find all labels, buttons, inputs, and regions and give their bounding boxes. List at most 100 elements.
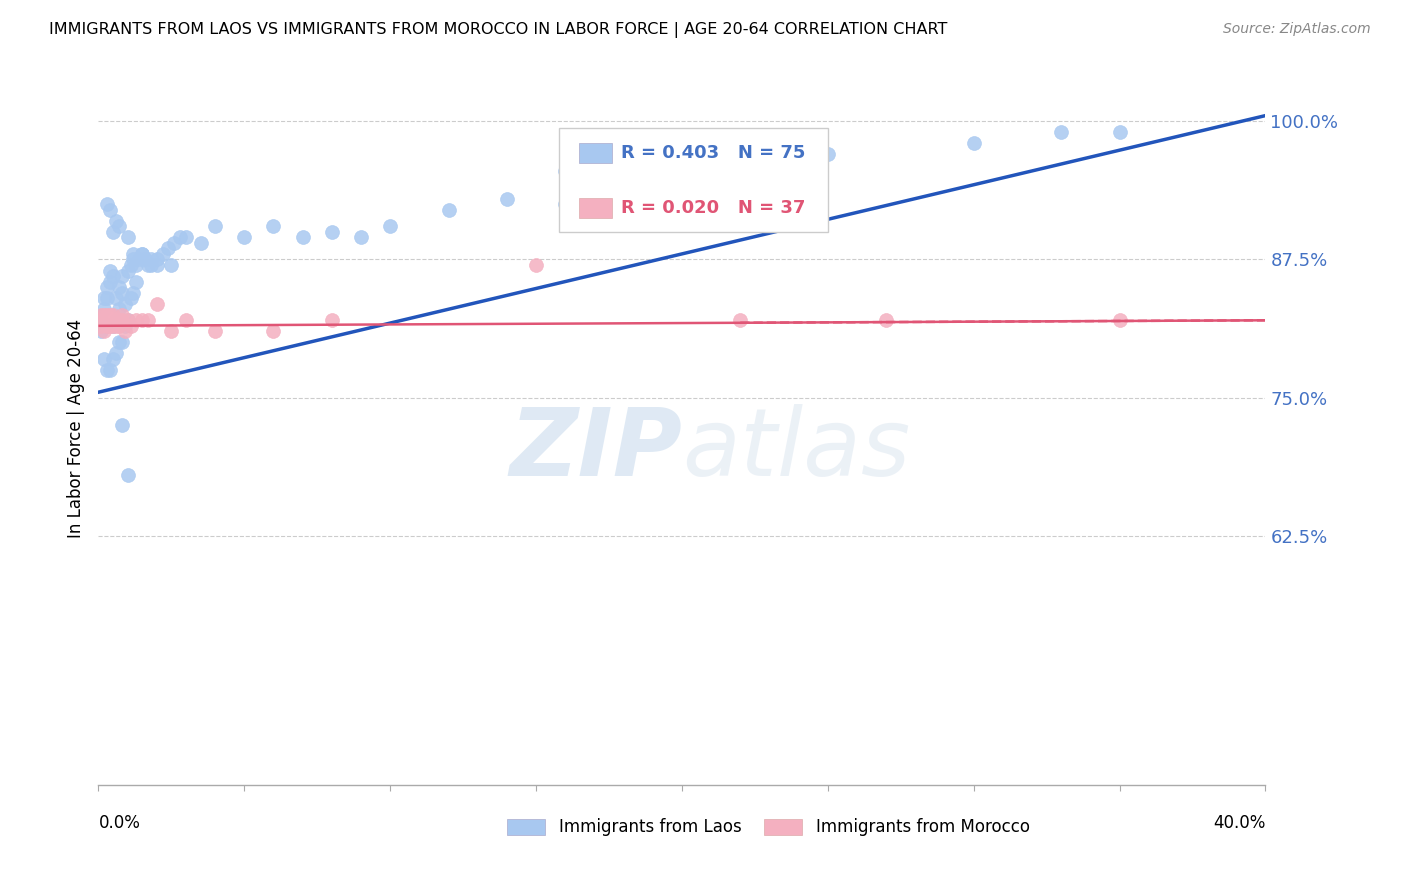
Point	[875, 313, 897, 327]
Point	[98, 318, 121, 333]
Point	[146, 252, 169, 267]
Point	[90, 308, 112, 322]
Point	[122, 285, 145, 300]
Point	[1108, 125, 1130, 139]
Point	[111, 285, 134, 300]
Point	[321, 313, 343, 327]
Point	[160, 258, 183, 272]
Point	[350, 230, 373, 244]
Bar	[579, 198, 612, 218]
Text: Immigrants from Morocco: Immigrants from Morocco	[815, 818, 1031, 836]
Point	[134, 252, 156, 267]
Point	[120, 291, 142, 305]
Point	[117, 230, 139, 244]
Point	[111, 308, 134, 322]
Point	[98, 202, 121, 217]
Point	[104, 291, 127, 305]
Point	[122, 247, 145, 261]
Text: Immigrants from Laos: Immigrants from Laos	[560, 818, 742, 836]
Point	[125, 275, 148, 289]
Point	[108, 318, 131, 333]
Point	[524, 258, 547, 272]
Point	[1108, 313, 1130, 327]
Point	[104, 213, 127, 227]
Point	[380, 219, 402, 234]
Bar	[763, 819, 801, 835]
Point	[190, 235, 212, 250]
Point	[730, 313, 752, 327]
Point	[93, 291, 115, 305]
Point	[108, 302, 131, 317]
Point	[174, 230, 197, 244]
Bar	[508, 819, 546, 835]
Point	[90, 313, 112, 327]
Point	[93, 351, 115, 366]
Point	[98, 308, 121, 322]
Point	[117, 468, 139, 483]
Point	[125, 313, 148, 327]
Point	[169, 230, 191, 244]
Point	[291, 230, 314, 244]
Point	[98, 363, 121, 377]
Point	[90, 324, 112, 338]
Point	[93, 313, 115, 327]
Point	[128, 252, 150, 267]
Point	[101, 318, 124, 333]
Point	[90, 318, 112, 333]
FancyBboxPatch shape	[560, 128, 828, 232]
Point	[114, 296, 136, 310]
Point	[136, 258, 159, 272]
Text: IMMIGRANTS FROM LAOS VS IMMIGRANTS FROM MOROCCO IN LABOR FORCE | AGE 20-64 CORRE: IMMIGRANTS FROM LAOS VS IMMIGRANTS FROM …	[49, 22, 948, 38]
Point	[96, 291, 118, 305]
Point	[152, 247, 174, 261]
Point	[117, 313, 139, 327]
Point	[98, 313, 121, 327]
Point	[111, 418, 134, 433]
Point	[496, 192, 519, 206]
Point	[108, 219, 131, 234]
Point	[114, 324, 136, 338]
Point	[125, 258, 148, 272]
Point	[101, 318, 124, 333]
Point	[612, 180, 634, 194]
Point	[139, 252, 162, 267]
Point	[554, 164, 576, 178]
Point	[120, 258, 142, 272]
Point	[96, 363, 118, 377]
Point	[554, 197, 576, 211]
Point	[817, 147, 839, 161]
Point	[437, 202, 460, 217]
Point	[233, 230, 256, 244]
Point	[108, 335, 131, 350]
Point	[96, 313, 118, 327]
Point	[90, 313, 112, 327]
Point	[101, 268, 124, 283]
Point	[111, 335, 134, 350]
Text: R = 0.020   N = 37: R = 0.020 N = 37	[621, 199, 806, 217]
Point	[146, 258, 169, 272]
Point	[204, 324, 226, 338]
Point	[104, 318, 127, 333]
Point	[131, 247, 153, 261]
Point	[163, 235, 186, 250]
Point	[114, 318, 136, 333]
Text: atlas: atlas	[682, 404, 910, 495]
Point	[108, 313, 131, 327]
Point	[321, 225, 343, 239]
Point	[111, 313, 134, 327]
Point	[111, 268, 134, 283]
Point	[101, 308, 124, 322]
Point	[98, 263, 121, 277]
Point	[204, 219, 226, 234]
Point	[157, 241, 180, 255]
Point	[101, 313, 124, 327]
Point	[131, 247, 153, 261]
Point	[101, 225, 124, 239]
Text: 40.0%: 40.0%	[1213, 814, 1265, 831]
Point	[96, 308, 118, 322]
Point	[671, 169, 693, 184]
Y-axis label: In Labor Force | Age 20-64: In Labor Force | Age 20-64	[66, 318, 84, 538]
Point	[262, 219, 284, 234]
Point	[93, 308, 115, 322]
Point	[139, 258, 162, 272]
